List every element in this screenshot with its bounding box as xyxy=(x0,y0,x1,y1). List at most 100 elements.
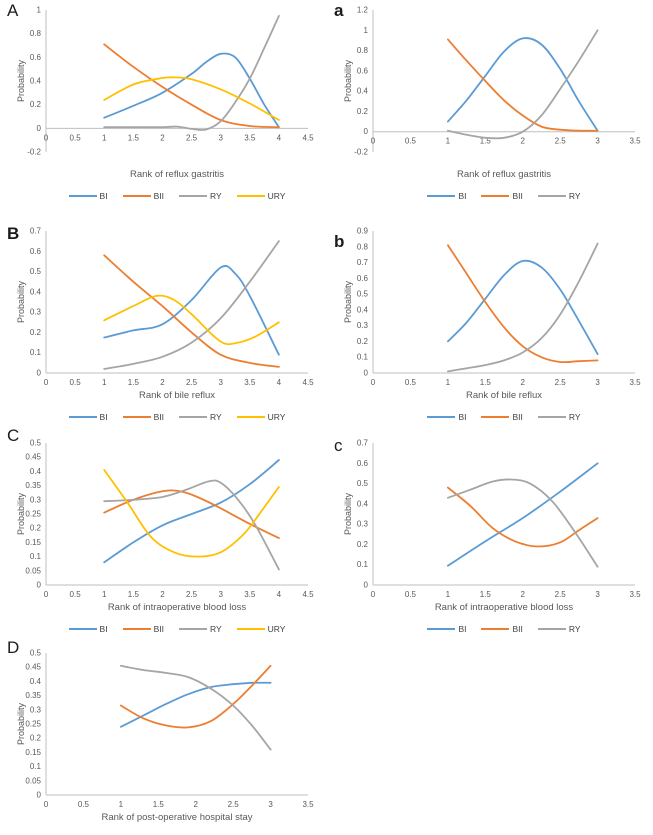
series-line-RY xyxy=(103,240,280,370)
y-tick-label: 0.3 xyxy=(30,705,42,714)
y-axis-title: Probability xyxy=(16,492,26,536)
y-tick-label: 0.3 xyxy=(30,308,42,317)
y-tick-label: 0 xyxy=(364,369,369,378)
y-tick-label: 0.8 xyxy=(357,46,369,55)
x-tick-label: 4.5 xyxy=(302,378,314,387)
y-tick-label: 0.5 xyxy=(30,649,42,658)
y-tick-label: -0.2 xyxy=(354,148,368,157)
legend-item-BI: BI xyxy=(68,191,108,201)
x-tick-label: 1 xyxy=(102,590,107,599)
legend-line-swatch xyxy=(537,628,566,630)
legend-label: RY xyxy=(568,412,581,422)
y-tick-label: 0.3 xyxy=(30,495,42,504)
x-tick-label: 0 xyxy=(44,800,49,809)
series-line-BII xyxy=(447,244,599,364)
series-line-RY xyxy=(103,15,280,131)
y-tick-label: 0.3 xyxy=(357,520,369,529)
y-tick-label: 0.4 xyxy=(30,77,42,86)
chart-area-B: Probability 0 0.1 0.2 0.3 0.4 0.5 0.6 0.7 0 0.5 1 1… xyxy=(0,223,322,423)
y-tick-label: 0.9 xyxy=(357,227,369,236)
legend-label: BI xyxy=(458,191,467,201)
x-axis-title: Rank of intraoperative blood loss xyxy=(434,602,574,613)
legend-line-swatch xyxy=(236,195,265,197)
x-tick-label: 2 xyxy=(160,590,165,599)
y-tick-label: 0.5 xyxy=(30,439,42,448)
x-tick-label: 1 xyxy=(102,378,107,387)
panel-label-a: a xyxy=(334,1,344,20)
legend-label: RY xyxy=(209,191,222,201)
x-tick-label: 1.5 xyxy=(128,133,140,142)
legend-line-swatch xyxy=(481,416,510,418)
x-tick-label: 1 xyxy=(446,590,451,599)
panel-B: B Probability 0 0.1 0.2 0.3 0.4 0.5 0.6 0.7 0 0.5… xyxy=(0,209,327,423)
x-tick-label: 0 xyxy=(371,590,376,599)
x-tick-label: 2.5 xyxy=(186,378,198,387)
y-tick-label: 0.05 xyxy=(25,566,41,575)
series-line-RY xyxy=(447,478,599,568)
y-tick-label: 0.5 xyxy=(30,267,42,276)
y-tick-label: 0.15 xyxy=(25,748,41,757)
y-tick-label: 0.45 xyxy=(25,453,41,462)
y-tick-label: 0.25 xyxy=(25,720,41,729)
y-tick-label: 0.25 xyxy=(25,510,41,519)
legend: BI BII RY URY xyxy=(32,412,322,422)
y-tick-label: 0.2 xyxy=(30,100,42,109)
legend-item-BI: BI xyxy=(427,412,466,422)
legend-item-RY: RY xyxy=(178,412,222,422)
x-tick-label: 4.5 xyxy=(302,133,314,142)
y-tick-label: 0.4 xyxy=(30,467,42,476)
panel-label-D: D xyxy=(7,638,20,657)
y-tick-label: 0.1 xyxy=(30,348,42,357)
y-tick-label: 0.1 xyxy=(30,762,42,771)
x-axis-title: Rank of reflux gastritis xyxy=(130,169,224,180)
y-tick-label: 0.6 xyxy=(357,274,369,283)
x-tick-label: 2.5 xyxy=(555,378,567,387)
series-line-RY xyxy=(120,664,272,751)
y-tick-label: 1 xyxy=(364,26,369,35)
legend-item-URY: URY xyxy=(236,191,285,201)
series-line-RY xyxy=(447,29,599,140)
panel-label-b: b xyxy=(334,232,345,251)
y-tick-label: -0.2 xyxy=(27,148,41,157)
legend-item-RY: RY xyxy=(537,412,581,422)
y-tick-label: 0.5 xyxy=(357,479,369,488)
line-chart-C: 0 0.05 0.1 0.15 0.2 0.25 0.3 0.35 0.4 0.45 0.5 0 0.5… xyxy=(25,439,314,600)
x-tick-label: 0 xyxy=(44,133,49,142)
chart-area-c: Probability 0 0.1 0.2 0.3 0.4 0.5 0.6 0.7 0 0.5 1 1… xyxy=(327,435,649,635)
legend-item-URY: URY xyxy=(236,624,285,634)
y-tick-label: 0.6 xyxy=(30,53,42,62)
legend-line-swatch xyxy=(122,628,151,630)
y-tick-label: 0.1 xyxy=(357,353,369,362)
x-tick-label: 2.5 xyxy=(555,137,567,146)
y-tick-label: 0.5 xyxy=(357,290,369,299)
y-tick-label: 0.4 xyxy=(357,499,369,508)
legend-line-swatch xyxy=(122,416,151,418)
x-tick-label: 0.5 xyxy=(70,590,82,599)
legend-label: BII xyxy=(512,412,523,422)
y-tick-label: 0.4 xyxy=(357,87,369,96)
x-tick-label: 4.5 xyxy=(302,590,314,599)
series-line-RY xyxy=(447,242,599,373)
legend-item-RY: RY xyxy=(178,624,222,634)
y-tick-label: 0.2 xyxy=(30,734,42,743)
legend-line-swatch xyxy=(178,628,207,630)
x-tick-label: 1.5 xyxy=(480,137,492,146)
legend-line-swatch xyxy=(537,416,566,418)
legend-line-swatch xyxy=(537,195,566,197)
y-axis-title: Probability xyxy=(343,492,353,536)
y-tick-label: 0.15 xyxy=(25,538,41,547)
y-tick-label: 0.7 xyxy=(30,227,42,236)
series-line-BII xyxy=(447,38,599,132)
x-tick-label: 2 xyxy=(520,590,525,599)
x-tick-label: 3.5 xyxy=(629,137,641,146)
legend: BI BII RY xyxy=(359,191,649,201)
series-line-BII xyxy=(103,254,280,368)
x-tick-label: 1 xyxy=(446,137,451,146)
x-tick-label: 2 xyxy=(520,378,525,387)
panel-label-C: C xyxy=(7,426,20,445)
x-tick-label: 3 xyxy=(595,590,600,599)
y-tick-label: 0.2 xyxy=(30,328,42,337)
series-line-BI xyxy=(103,265,280,356)
legend-label: RY xyxy=(568,191,581,201)
